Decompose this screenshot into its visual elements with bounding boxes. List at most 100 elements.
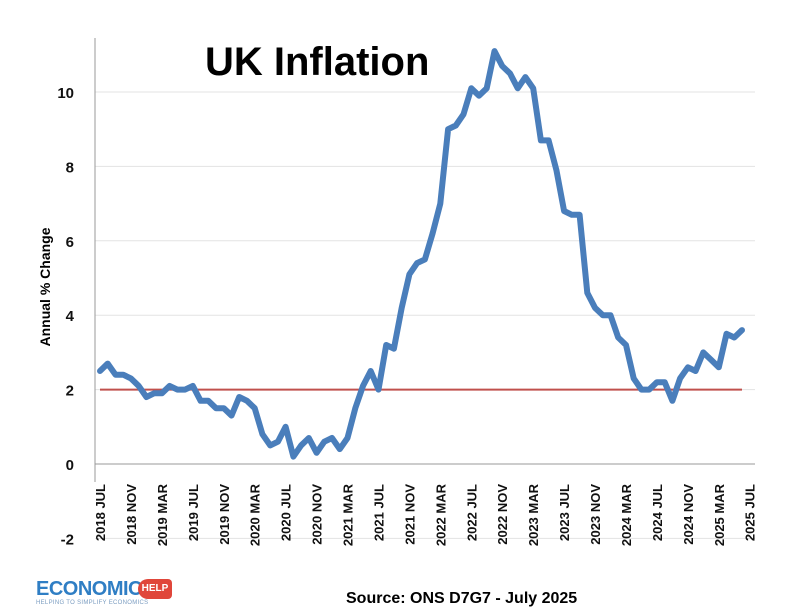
x-tick-label: 2024 NOV bbox=[681, 484, 696, 545]
data-point bbox=[221, 405, 227, 411]
data-point bbox=[453, 123, 459, 129]
gridlines bbox=[95, 91, 755, 539]
data-point bbox=[592, 305, 598, 311]
data-point bbox=[151, 390, 157, 396]
data-point bbox=[522, 74, 528, 80]
x-tick-label: 2024 JUL bbox=[650, 484, 665, 541]
data-point bbox=[577, 212, 583, 218]
data-point bbox=[530, 85, 536, 91]
data-point bbox=[492, 48, 498, 54]
data-point bbox=[654, 379, 660, 385]
data-point bbox=[283, 424, 289, 430]
data-point bbox=[167, 383, 173, 389]
data-point bbox=[213, 405, 219, 411]
data-point bbox=[546, 137, 552, 143]
x-tick-label: 2019 NOV bbox=[217, 484, 232, 545]
data-point bbox=[190, 383, 196, 389]
y-tick-label: 10 bbox=[57, 85, 74, 102]
y-tick-label: 2 bbox=[66, 383, 74, 400]
y-tick-label: 0 bbox=[66, 457, 74, 474]
x-tick-label: 2023 NOV bbox=[588, 484, 603, 545]
data-point bbox=[507, 70, 513, 76]
logo-wordmark: ECONOMICS bbox=[36, 578, 155, 600]
data-point bbox=[708, 357, 714, 363]
x-tick-label: 2022 NOV bbox=[495, 484, 510, 545]
data-point bbox=[113, 372, 119, 378]
x-tick-label: 2018 NOV bbox=[124, 484, 139, 545]
data-point bbox=[406, 271, 412, 277]
series-line-cpi bbox=[97, 48, 745, 460]
data-point bbox=[623, 342, 629, 348]
data-point bbox=[422, 256, 428, 262]
data-point bbox=[600, 312, 606, 318]
data-point bbox=[700, 349, 706, 355]
economics-help-logo: ECONOMICS HELP HELPING TO SIMPLIFY ECONO… bbox=[36, 578, 176, 610]
data-point bbox=[229, 413, 235, 419]
x-tick-label: 2022 JUL bbox=[464, 484, 479, 541]
data-points bbox=[97, 48, 745, 460]
data-point bbox=[669, 398, 675, 404]
data-point bbox=[615, 335, 621, 341]
data-point bbox=[476, 93, 482, 99]
data-point bbox=[631, 375, 637, 381]
data-point bbox=[608, 312, 614, 318]
data-point bbox=[205, 398, 211, 404]
x-tick-label: 2021 NOV bbox=[402, 484, 417, 545]
data-point bbox=[662, 379, 668, 385]
data-point bbox=[739, 327, 745, 333]
x-tick-label: 2025 JUL bbox=[743, 484, 758, 541]
data-point bbox=[468, 85, 474, 91]
x-tick-labels: 2018 JUL 2018 NOV 2019 MAR 2019 JUL 2019 NOV… bbox=[93, 483, 758, 546]
data-point bbox=[368, 368, 374, 374]
data-point bbox=[538, 137, 544, 143]
data-point bbox=[445, 126, 451, 132]
data-point bbox=[646, 387, 652, 393]
x-tick-label: 2019 JUL bbox=[186, 484, 201, 541]
data-point bbox=[252, 405, 258, 411]
data-point bbox=[376, 387, 382, 393]
data-point bbox=[136, 383, 142, 389]
data-point bbox=[677, 375, 683, 381]
x-tick-label: 2022 MAR bbox=[433, 483, 448, 546]
x-tick-label: 2024 MAR bbox=[619, 483, 634, 546]
data-point bbox=[182, 387, 188, 393]
x-tick-label: 2021 JUL bbox=[371, 484, 386, 541]
data-point bbox=[244, 398, 250, 404]
x-tick-label: 2023 MAR bbox=[526, 483, 541, 546]
x-tick-label: 2019 MAR bbox=[155, 483, 170, 546]
data-point bbox=[352, 405, 358, 411]
data-point bbox=[724, 331, 730, 337]
data-point bbox=[345, 435, 351, 441]
data-point bbox=[337, 446, 343, 452]
data-point bbox=[484, 85, 490, 91]
x-tick-label: 2025 MAR bbox=[712, 483, 727, 546]
x-tick-label: 2018 JUL bbox=[93, 484, 108, 541]
data-point bbox=[321, 439, 327, 445]
data-point bbox=[105, 361, 111, 367]
data-point bbox=[329, 435, 335, 441]
data-point bbox=[143, 394, 149, 400]
data-point bbox=[174, 387, 180, 393]
x-tick-label: 2020 MAR bbox=[248, 483, 263, 546]
data-point bbox=[515, 85, 521, 91]
data-point bbox=[236, 394, 242, 400]
x-tick-label: 2023 JUL bbox=[557, 484, 572, 541]
y-tick-labels: -2 0 2 4 6 8 10 bbox=[57, 85, 74, 548]
x-tick-label: 2021 MAR bbox=[341, 483, 356, 546]
data-point bbox=[553, 167, 559, 173]
chart-title: UK Inflation bbox=[205, 40, 429, 84]
data-point bbox=[561, 208, 567, 214]
data-point bbox=[97, 368, 103, 374]
data-point bbox=[267, 442, 273, 448]
data-point bbox=[306, 435, 312, 441]
data-point bbox=[290, 454, 296, 460]
data-point bbox=[391, 346, 397, 352]
data-point bbox=[716, 364, 722, 370]
data-point bbox=[731, 335, 737, 341]
x-tick-label: 2020 JUL bbox=[279, 484, 294, 541]
data-point bbox=[693, 368, 699, 374]
x-tick-label: 2020 NOV bbox=[310, 484, 325, 545]
data-point bbox=[298, 442, 304, 448]
data-point bbox=[383, 342, 389, 348]
y-tick-label: -2 bbox=[61, 531, 74, 548]
